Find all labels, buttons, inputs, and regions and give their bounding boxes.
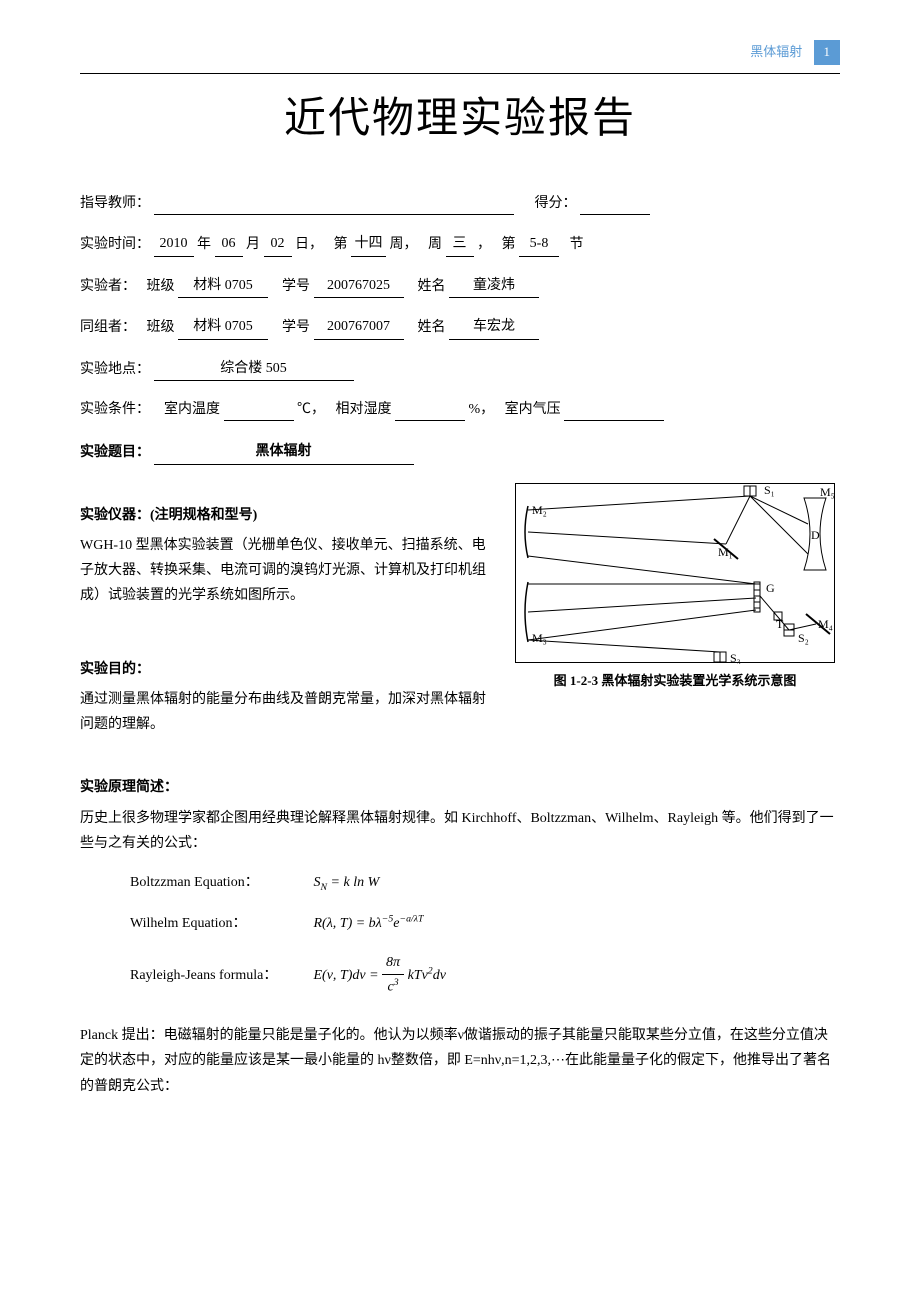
conditions-line: 实验条件： 室内温度 ℃， 相对湿度 %， 室内气压 <box>80 399 840 421</box>
partner-label: 同组者： <box>80 320 136 335</box>
topic-value: 黑体辐射 <box>154 441 414 464</box>
class-label: 班级 <box>147 279 175 294</box>
header-divider <box>80 73 840 74</box>
equation-wilhelm: Wilhelm Equation： R(λ, T) = bλ−5e−a/λT <box>130 912 840 936</box>
instrument-body: WGH-10 型黑体实验装置（光栅单色仪、接收单元、扫描系统、电子放大器、转换采… <box>80 533 490 609</box>
partner-line: 同组者： 班级 材料 0705 学号 200767007 姓名 车宏龙 <box>80 316 840 339</box>
purpose-title: 实验目的： <box>80 659 490 681</box>
cond-label: 实验条件： <box>80 402 150 417</box>
week-value: 十四 <box>351 233 386 256</box>
month-value: 06 <box>215 233 243 256</box>
week-prefix: 第 <box>334 237 348 252</box>
exp-name-value: 童凌炜 <box>449 275 539 298</box>
exp-id-value: 200767025 <box>314 275 404 298</box>
temp-label: 室内温度 <box>164 402 220 417</box>
score-value <box>580 214 650 215</box>
weekday-prefix: 周 <box>428 237 442 252</box>
eq2-label: Wilhelm Equation： <box>130 913 310 935</box>
partner-name-value: 车宏龙 <box>449 316 539 339</box>
name-label: 姓名 <box>418 279 446 294</box>
principle-title: 实验原理简述： <box>80 777 840 799</box>
id-label-2: 学号 <box>282 320 310 335</box>
eq1-math: SN = k ln W <box>314 875 380 890</box>
month-suffix: 月 <box>246 237 260 252</box>
running-header: 黑体辐射 1 <box>80 40 840 65</box>
label-m5: M₅ <box>820 485 835 499</box>
instructor-line: 指导教师： 得分： <box>80 193 840 215</box>
instructor-label: 指导教师： <box>80 196 150 211</box>
humid-unit: %， <box>469 402 495 417</box>
label-m1: M₁ <box>718 545 733 559</box>
partner-id-value: 200767007 <box>314 316 404 339</box>
instrument-title: 实验仪器：(注明规格和型号) <box>80 505 490 527</box>
equation-boltzmann: Boltzzman Equation： SN = k ln W <box>130 872 840 895</box>
eq1-label: Boltzzman Equation： <box>130 872 310 894</box>
label-s2: S₂ <box>798 631 809 645</box>
weekday-value: 三 <box>446 233 474 256</box>
pressure-value <box>564 420 664 421</box>
year-suffix: 年 <box>197 237 211 252</box>
class-label-2: 班级 <box>147 320 175 335</box>
purpose-body: 通过测量黑体辐射的能量分布曲线及普朗克常量，加深对黑体辐射问题的理解。 <box>80 687 490 737</box>
label-s3: S₃ <box>730 651 741 664</box>
day-suffix: 日， <box>295 237 323 252</box>
weekday-suffix: ， <box>477 237 491 252</box>
experimenter-label: 实验者： <box>80 279 136 294</box>
pressure-label: 室内气压 <box>505 402 561 417</box>
label-s1: S₁ <box>764 484 775 497</box>
time-line: 实验时间： 2010 年 06 月 02 日， 第 十四 周， 周 三 ， 第 … <box>80 233 840 256</box>
running-title: 黑体辐射 <box>750 44 802 59</box>
page-number-badge: 1 <box>814 40 841 65</box>
period-suffix: 节 <box>570 237 584 252</box>
score-label: 得分： <box>535 196 577 211</box>
exp-class-value: 材料 0705 <box>178 275 268 298</box>
label-m4: M₄ <box>818 617 833 631</box>
report-title: 近代物理实验报告 <box>80 86 840 153</box>
label-d: D <box>811 528 820 542</box>
instructor-value <box>154 214 514 215</box>
optics-diagram: S₁ M₅ D M₂ M₃ M₁ <box>515 483 835 663</box>
time-label: 实验时间： <box>80 237 150 252</box>
week-suffix: 周， <box>390 237 418 252</box>
label-g: G <box>766 581 775 595</box>
planck-body: Planck 提出：电磁辐射的能量只能是量子化的。他认为以频率ν做谐振动的振子其… <box>80 1023 840 1099</box>
diagram-caption: 图 1-2-3 黑体辐射实验装置光学系统示意图 <box>510 671 840 692</box>
period-value: 5-8 <box>519 233 559 256</box>
eq3-label: Rayleigh-Jeans formula： <box>130 965 310 987</box>
topic-label: 实验题目： <box>80 445 150 460</box>
day-value: 02 <box>264 233 292 256</box>
eq3-math: E(ν, T)dν = 8πc3 kTν2dν <box>314 968 446 983</box>
humid-label: 相对湿度 <box>336 402 392 417</box>
principle-intro: 历史上很多物理学家都企图用经典理论解释黑体辐射规律。如 Kirchhoff、Bo… <box>80 806 840 856</box>
partner-class-value: 材料 0705 <box>178 316 268 339</box>
place-label: 实验地点： <box>80 362 150 377</box>
equation-rayleigh: Rayleigh-Jeans formula： E(ν, T)dν = 8πc3… <box>130 952 840 999</box>
id-label: 学号 <box>282 279 310 294</box>
temp-value <box>224 420 294 421</box>
experimenter-line: 实验者： 班级 材料 0705 学号 200767025 姓名 童凌炜 <box>80 275 840 298</box>
optics-svg: S₁ M₅ D M₂ M₃ M₁ <box>516 484 836 664</box>
eq2-math: R(λ, T) = bλ−5e−a/λT <box>314 916 424 931</box>
topic-line: 实验题目： 黑体辐射 <box>80 441 840 464</box>
year-value: 2010 <box>154 233 194 256</box>
humid-value <box>395 420 465 421</box>
name-label-2: 姓名 <box>418 320 446 335</box>
place-value: 综合楼 505 <box>154 358 354 381</box>
place-line: 实验地点： 综合楼 505 <box>80 358 840 381</box>
temp-unit: ℃， <box>297 402 325 417</box>
period-prefix: 第 <box>502 237 516 252</box>
